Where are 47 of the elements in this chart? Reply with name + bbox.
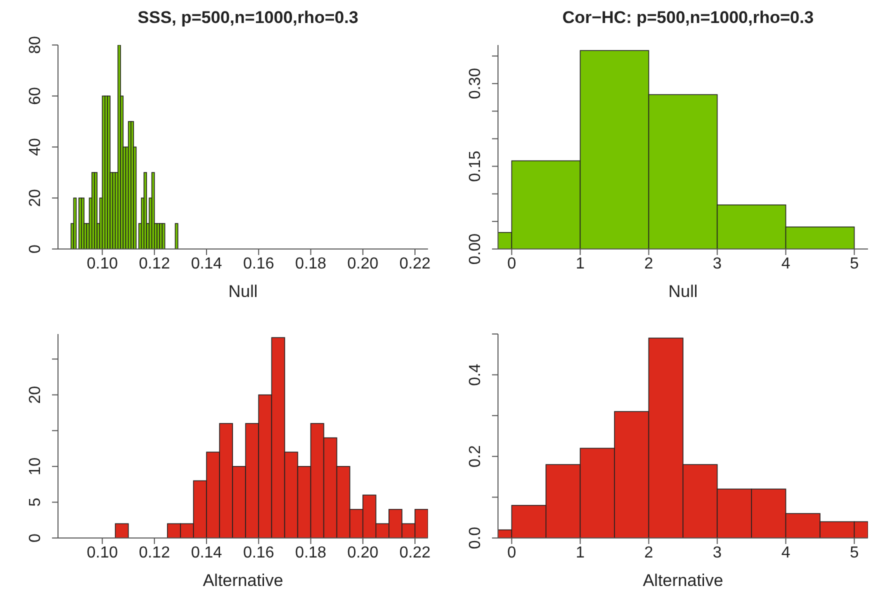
- x-tick-label: 0.20: [347, 255, 379, 272]
- x-tick-label: 0.14: [190, 544, 222, 562]
- x-tick-label: 0.20: [347, 544, 379, 562]
- y-tick-label: 0.2: [467, 445, 484, 468]
- x-tick-label: 0.18: [295, 255, 326, 272]
- x-tick-label: 2: [644, 544, 654, 562]
- chart-title: SSS, p=500,n=1000,rho=0.3: [136, 8, 360, 29]
- y-tick-label: 20: [27, 189, 44, 207]
- x-tick-label: 4: [781, 544, 790, 562]
- x-tick-label: 2: [644, 255, 654, 272]
- x-tick-label: 0.18: [295, 544, 326, 562]
- x-tick-label: 5: [850, 255, 859, 272]
- y-tick-label: 40: [27, 138, 44, 156]
- x-tick-label: 0.12: [138, 255, 170, 272]
- y-tick-label: 10: [27, 457, 44, 476]
- x-tick-label: 0.16: [243, 544, 274, 562]
- x-tick-label: 0.10: [86, 255, 118, 272]
- x-axis-title: Null: [228, 282, 258, 301]
- x-axis-title: Null: [668, 282, 698, 301]
- y-tick-label: 20: [27, 386, 44, 404]
- x-tick-label: 0.10: [86, 544, 118, 562]
- chart-title: Cor−HC: p=500,n=1000,rho=0.3: [561, 8, 815, 29]
- y-tick-label: 0.30: [467, 68, 484, 100]
- x-tick-label: 0.16: [243, 255, 274, 272]
- x-tick-label: 0: [507, 255, 516, 272]
- x-tick-label: 0: [507, 544, 516, 562]
- x-tick-label: 0.22: [399, 544, 431, 562]
- y-tick-label: 0: [27, 244, 44, 254]
- y-tick-label: 0.0: [467, 526, 484, 550]
- y-tick-label: 5: [27, 498, 44, 507]
- x-tick-label: 1: [576, 255, 585, 272]
- y-tick-label: 80: [27, 36, 44, 54]
- y-tick-label: 0: [27, 533, 44, 542]
- x-tick-label: 3: [712, 255, 722, 272]
- x-tick-label: 1: [576, 544, 585, 562]
- x-tick-label: 0.22: [399, 255, 431, 272]
- y-tick-label: 0.00: [467, 233, 484, 265]
- x-tick-label: 3: [712, 544, 722, 562]
- y-tick-label: 60: [27, 87, 44, 105]
- y-tick-label: 0.4: [467, 364, 484, 386]
- x-tick-label: 5: [850, 544, 859, 562]
- x-tick-label: 4: [781, 255, 790, 272]
- y-tick-label: 0.15: [467, 150, 484, 182]
- x-tick-label: 0.14: [190, 255, 222, 272]
- x-tick-label: 0.12: [138, 544, 170, 562]
- x-axis-title: Alternative: [642, 571, 724, 590]
- x-axis-title: Alternative: [202, 571, 284, 590]
